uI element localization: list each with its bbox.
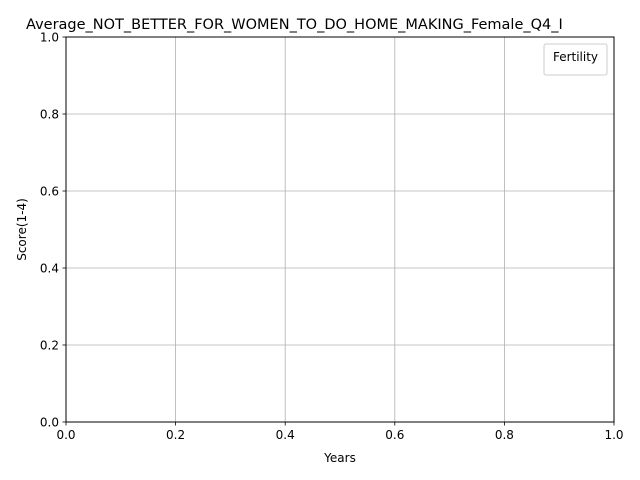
legend-box [543, 43, 608, 76]
x-tick-label: 0.0 [56, 428, 75, 442]
y-tick-label: 1.0 [40, 31, 59, 45]
x-tick-label: 0.2 [166, 428, 185, 442]
x-axis-label: Years [323, 451, 356, 465]
x-axis-ticks: 0.0 0.2 0.4 0.6 0.8 1.0 [56, 422, 624, 442]
x-tick-label: 0.8 [495, 428, 514, 442]
x-tick-label: 0.6 [385, 428, 404, 442]
chart-title: Average_NOT_BETTER_FOR_WOMEN_TO_DO_HOME_… [26, 17, 563, 33]
y-tick-label: 0.6 [40, 185, 59, 199]
plot-area-frame [65, 36, 615, 423]
y-tick-label: 0.8 [40, 108, 59, 122]
y-axis-ticks: 0.0 0.2 0.4 0.6 0.8 1.0 [40, 31, 66, 430]
y-tick-label: 0.4 [40, 262, 59, 276]
x-tick-label: 0.4 [276, 428, 295, 442]
x-tick-label: 1.0 [604, 428, 623, 442]
legend: Fertility [543, 43, 608, 76]
y-tick-label: 0.0 [40, 416, 59, 430]
legend-title: Fertility [553, 50, 598, 64]
y-tick-label: 0.2 [40, 339, 59, 353]
grid-lines [65, 36, 615, 423]
y-axis-label: Score(1-4) [15, 198, 29, 261]
